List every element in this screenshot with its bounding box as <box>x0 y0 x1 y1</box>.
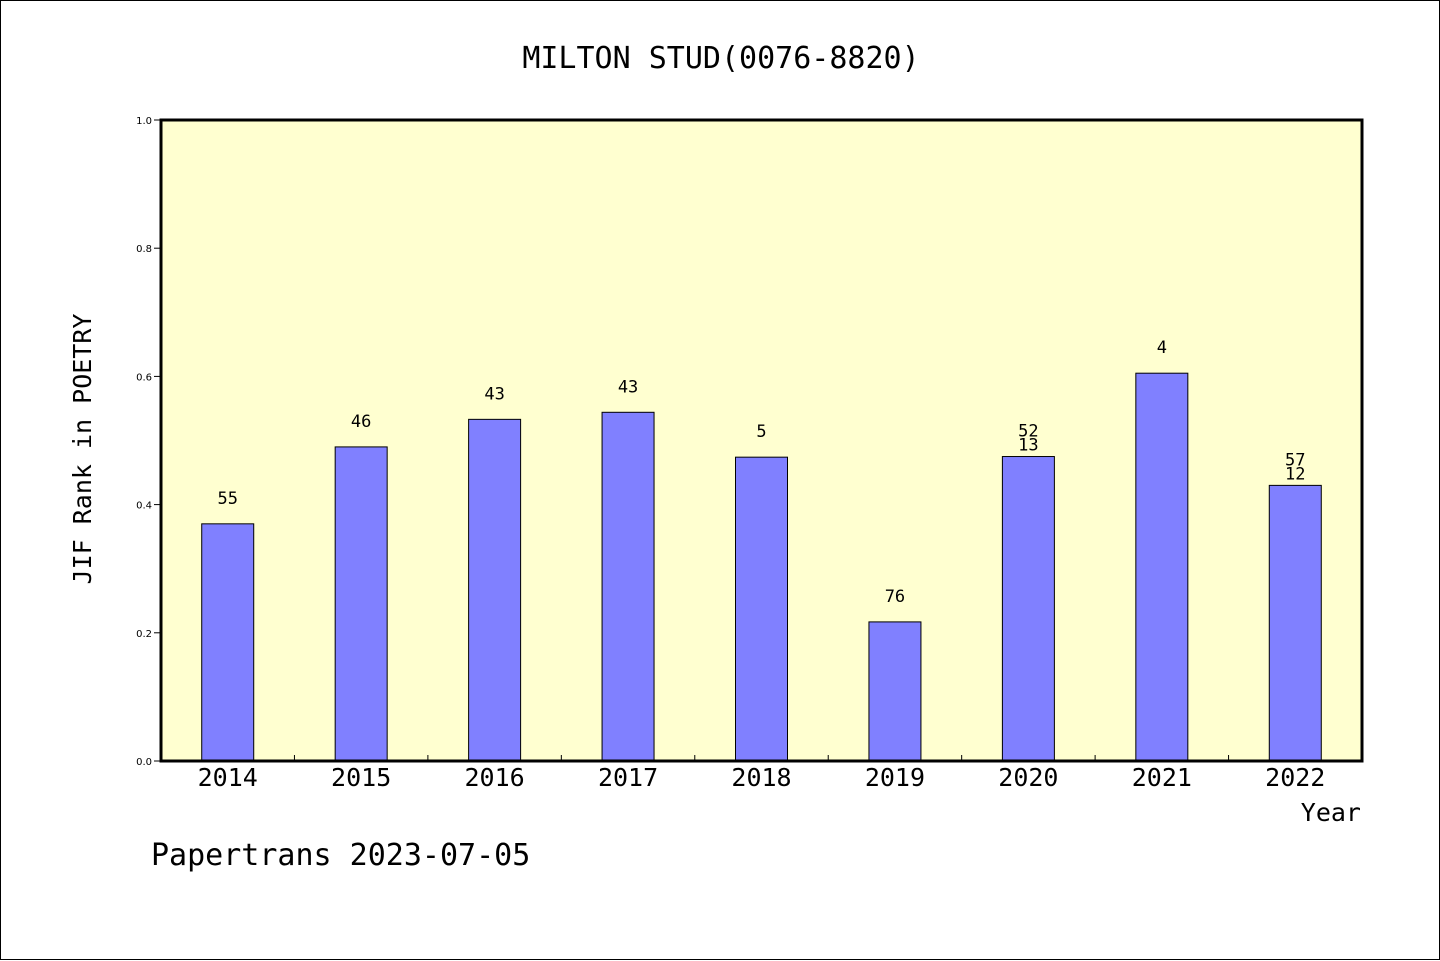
x-tick-label: 2019 <box>865 763 925 792</box>
x-tick-label: 2017 <box>598 763 658 792</box>
bar-value-label: 57 <box>1285 450 1305 470</box>
y-tick-label: 0.8 <box>136 244 152 255</box>
bar-value-label: 43 <box>618 377 638 397</box>
y-tick-label: 1.0 <box>136 116 152 127</box>
x-axis: 2014 2015 2016 2017 2018 2019 2020 2021 2022 <box>198 755 1325 792</box>
x-tick-label: 2020 <box>998 763 1058 792</box>
bar-2020 <box>1001 456 1055 762</box>
bar-2018 <box>735 456 788 762</box>
bar-value-label: 4 <box>1157 338 1167 358</box>
bar-2017 <box>601 411 655 762</box>
x-tick-label: 2015 <box>331 763 391 792</box>
x-tick-label: 2014 <box>198 763 258 792</box>
bar-2015 <box>334 446 388 762</box>
bar-value-label: 13 <box>1018 436 1038 456</box>
x-tick-label: 2022 <box>1265 763 1325 792</box>
bar-value-label: 76 <box>885 587 905 607</box>
y-tick-label: 0.6 <box>136 372 152 383</box>
y-tick-label: 0.0 <box>136 757 152 768</box>
bar-value-label: 52 <box>1018 422 1038 442</box>
y-tick-label: 0.2 <box>136 629 152 640</box>
x-tick-label: 2018 <box>731 763 791 792</box>
footer-text: Papertrans 2023-07-05 <box>151 838 530 873</box>
bar-2022 <box>1268 484 1322 762</box>
bar-2021 <box>1135 372 1189 762</box>
bar-2019 <box>868 621 922 762</box>
plot-border <box>159 118 1364 763</box>
y-axis-label: JIF Rank in POETRY <box>68 314 97 585</box>
bar-value-label: 55 <box>217 489 237 509</box>
y-tick-label: 0.4 <box>136 501 152 512</box>
x-tick-label: 2021 <box>1132 763 1192 792</box>
bar-value-label: 5 <box>756 422 766 442</box>
bar-value-label: 43 <box>484 384 504 404</box>
bar-2016 <box>468 418 522 762</box>
chart-title: MILTON STUD(0076-8820) <box>522 41 919 76</box>
x-tick-label: 2016 <box>465 763 525 792</box>
bar-2014 <box>201 523 255 762</box>
bar-value-label: 12 <box>1285 464 1305 484</box>
x-axis-label: Year <box>1301 798 1361 827</box>
y-axis: 0.0 0.2 0.4 0.6 0.8 1.0 <box>136 116 161 768</box>
bar-value-label: 46 <box>351 412 371 432</box>
